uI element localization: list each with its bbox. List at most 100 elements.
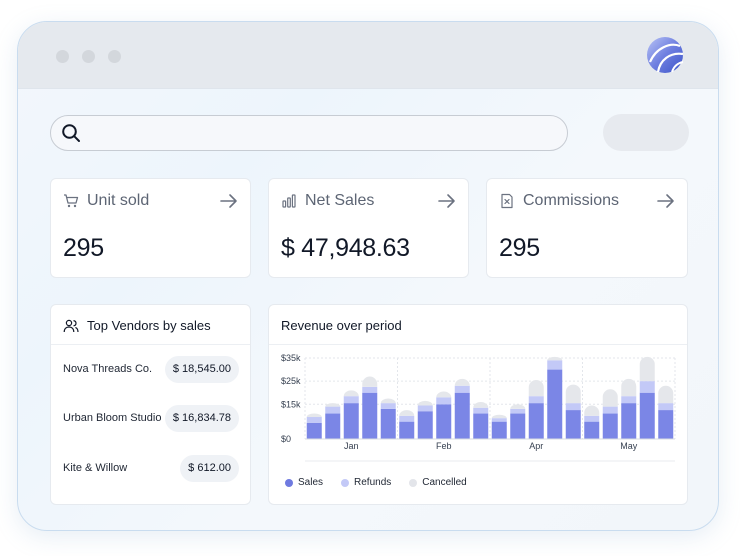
bar-sales [436,404,452,439]
bar-sales [528,403,544,439]
vendor-row[interactable]: Urban Bloom Studio $ 16,834.78 [63,405,239,433]
bar-chart-icon [282,194,296,208]
x-tick-label: Jan [344,441,359,451]
search-icon [62,124,80,142]
bar-sales [380,408,396,439]
bar-sales [362,392,378,439]
x-tick-label: Apr [529,441,543,451]
bar-cancelled [565,384,581,404]
bar-refunds [510,408,526,414]
bar-refunds [565,403,581,411]
bar-cancelled [325,403,341,407]
stat-value: 295 [499,234,540,262]
bar-cancelled [621,378,637,397]
bar-refunds [547,360,563,370]
bar-refunds [343,396,359,404]
users-icon [63,319,79,332]
vendor-row[interactable]: Kite & Willow $ 612.00 [63,455,239,483]
legend-item-refunds[interactable]: Refunds [341,477,391,488]
bar-cancelled [602,389,618,407]
y-tick-label: $35k [281,353,301,363]
bar-sales [343,403,359,439]
bar-refunds [436,397,452,405]
panel-title: Top Vendors by sales [87,318,211,333]
bar-cancelled [658,385,674,404]
bar-sales [510,413,526,439]
arrow-right-icon[interactable] [657,193,675,209]
bar-sales [602,413,618,439]
divider [51,344,250,345]
legend-label: Refunds [354,477,392,488]
bar-refunds [491,418,507,422]
vendor-name: Urban Bloom Studio [63,412,162,424]
stat-value: 295 [63,234,104,262]
legend-item-sales[interactable]: Sales [285,477,323,488]
y-tick-label: $25k [281,376,301,386]
vendor-row[interactable]: Nova Threads Co. $ 18,545.00 [63,356,239,384]
bar-cancelled [417,400,433,406]
search-bar[interactable] [50,115,568,151]
bar-refunds [528,396,544,404]
bar-sales [325,413,341,439]
bar-sales [454,392,470,439]
bar-refunds [473,407,489,414]
bar-refunds [658,403,674,411]
legend-swatch [341,478,350,487]
vendor-amount-badge: $ 18,545.00 [164,356,239,383]
revenue-panel: Revenue over period $0 $15k $25k $35k Jan Feb… [268,304,688,505]
bar-refunds [399,415,415,422]
bar-cancelled [639,356,655,382]
bar-refunds [454,385,470,393]
window-close-button[interactable] [56,50,69,63]
bar-refunds [380,403,396,409]
arrow-right-icon[interactable] [220,193,238,209]
search-input[interactable] [89,122,553,146]
bar-cancelled [528,379,544,397]
title-bar [18,22,718,89]
revenue-chart: $0 $15k $25k $35k Jan Feb Apr May [281,353,676,462]
window-minimize-button[interactable] [82,50,95,63]
sphere-logo-icon[interactable] [646,36,684,74]
bar-sales [473,413,489,439]
bar-cancelled [399,410,415,416]
bar-sales [306,422,322,439]
window-maximize-button[interactable] [108,50,121,63]
bar-sales [417,411,433,439]
stat-card-unit-sold: Unit sold 295 [50,178,251,278]
bar-cancelled [473,401,489,408]
legend-item-cancelled[interactable]: Cancelled [409,477,467,488]
bar-sales [584,421,600,439]
top-vendors-panel: Top Vendors by sales Nova Threads Co. $ … [50,304,251,505]
bar-cancelled [547,356,563,361]
bar-sales [621,403,637,439]
receipt-icon [501,193,513,209]
bar-sales [639,392,655,439]
stat-card-net-sales: Net Sales $ 47,948.63 [268,178,469,278]
app-window: Unit sold 295 Net Sales $ 47,948.63 Com [17,21,719,531]
bar-refunds [621,396,637,404]
bar-cancelled [343,390,359,397]
vendor-name: Kite & Willow [63,462,128,474]
x-tick-label: May [620,441,638,451]
action-button[interactable] [603,114,689,151]
chart-legend: Sales Refunds Cancelled [285,477,485,488]
bar-cancelled [510,404,526,409]
bar-sales [547,369,563,439]
bar-sales [491,421,507,439]
bar-sales [658,410,674,439]
bar-cancelled [491,414,507,419]
chart-title: Revenue over period [281,318,402,333]
bar-cancelled [436,391,452,398]
bar-refunds [584,415,600,422]
legend-swatch [409,478,418,487]
arrow-right-icon[interactable] [438,193,456,209]
bar-cancelled [306,413,322,418]
bar-cancelled [380,398,396,404]
bar-sales [565,410,581,439]
bar-refunds [639,381,655,393]
bar-cancelled [584,405,600,416]
stat-card-commissions: Commissions 295 [486,178,688,278]
vendor-name: Nova Threads Co. [63,363,153,375]
bar-refunds [306,417,322,423]
bar-cancelled [454,378,470,386]
